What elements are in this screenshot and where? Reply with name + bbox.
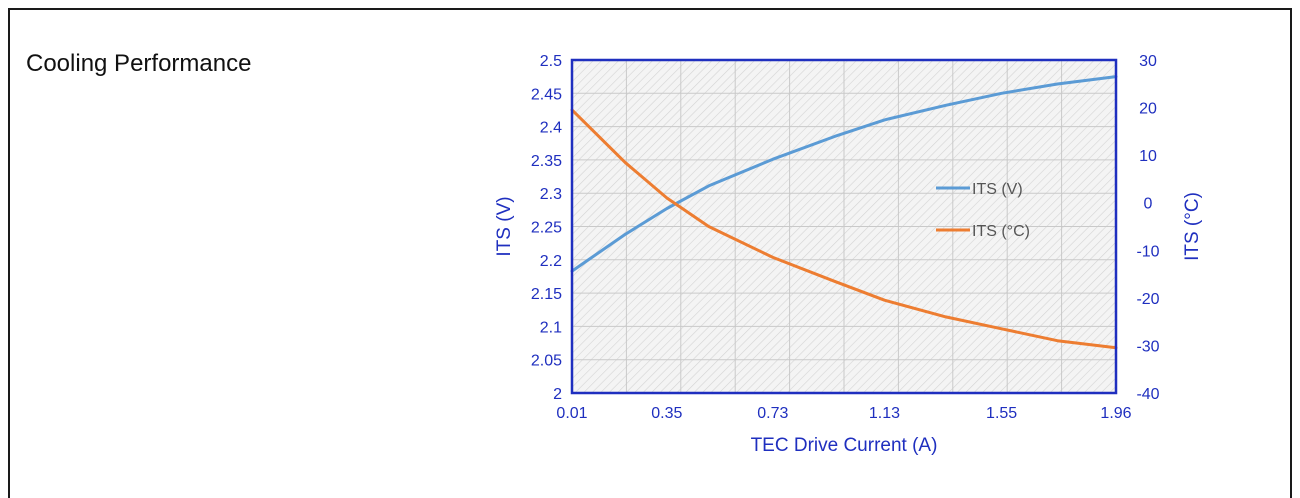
y-tick-label: 2.45 — [531, 86, 562, 103]
y-tick-label: 2.1 — [540, 319, 562, 336]
y-tick-label: 2.3 — [540, 186, 562, 203]
legend-label-2: ITS (°C) — [972, 223, 1030, 240]
y-tick-label: 2.4 — [540, 120, 562, 137]
y-tick-label: 2.2 — [540, 253, 562, 270]
y2-tick-label: 20 — [1139, 101, 1157, 118]
y-tick-label: 2 — [553, 386, 562, 403]
y2-tick-label: 30 — [1139, 53, 1157, 70]
series-line-1 — [570, 75, 1118, 273]
legend: ITS (V) ITS (°C) — [936, 181, 1030, 240]
y-tick-label: 2.35 — [531, 153, 562, 170]
x-tick-label: 0.01 — [556, 405, 587, 422]
series-lines — [570, 75, 1118, 350]
panel-title: Cooling Performance — [26, 50, 252, 77]
series-line-2 — [570, 108, 1118, 350]
grid-lines — [572, 60, 1116, 393]
y2-tick-label: -20 — [1136, 291, 1159, 308]
x-tick-label: 0.35 — [651, 405, 682, 422]
y2-tick-label: -40 — [1136, 386, 1159, 403]
y-tick-label: 2.15 — [531, 286, 562, 303]
x-tick-label: 1.13 — [869, 405, 900, 422]
tick-labels: 2 2.05 2.1 2.15 2.2 2.25 2.3 2.35 2.4 2.45 2.5 -40 -… — [531, 53, 1160, 422]
y2-tick-label: -30 — [1136, 338, 1159, 355]
y2-tick-label: -10 — [1136, 243, 1159, 260]
x-tick-label: 0.73 — [757, 405, 788, 422]
plot-frame — [570, 58, 1118, 395]
x-tick-label: 1.55 — [986, 405, 1017, 422]
y-tick-label: 2.25 — [531, 220, 562, 237]
x-tick-label: 1.96 — [1100, 405, 1131, 422]
y-tick-label: 2.05 — [531, 353, 562, 370]
y2-axis-title: ITS (°C) — [1182, 192, 1203, 261]
x-axis-title: TEC Drive Current (A) — [751, 435, 938, 456]
y2-tick-label: 0 — [1144, 196, 1153, 213]
legend-label-1: ITS (V) — [972, 181, 1023, 198]
y-axis-title: ITS (V) — [494, 196, 515, 256]
y-tick-label: 2.5 — [540, 53, 562, 70]
y2-tick-label: 10 — [1139, 148, 1157, 165]
